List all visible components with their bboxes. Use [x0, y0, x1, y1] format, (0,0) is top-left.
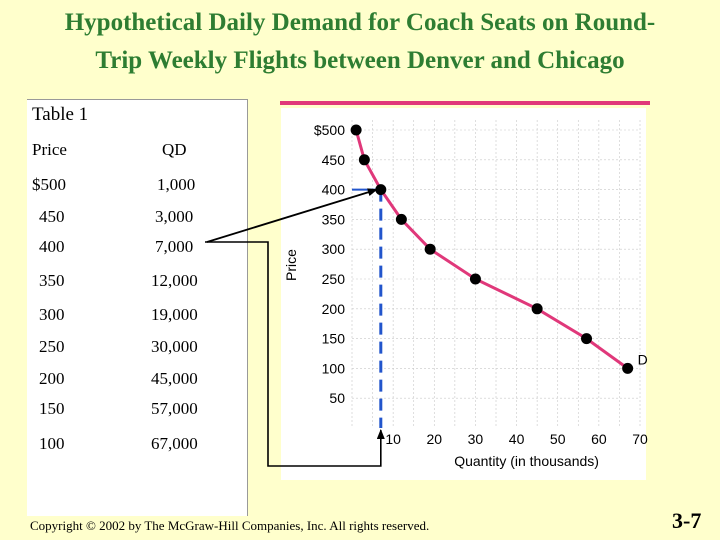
price-cell: 300	[39, 305, 65, 324]
y-tick-label: 150	[322, 331, 346, 347]
price-cell: 450	[39, 207, 65, 226]
data-point	[395, 213, 407, 225]
x-tick-label: 10	[385, 431, 401, 447]
price-arrow	[206, 188, 378, 243]
plot-area	[280, 101, 650, 480]
price-cell: 200	[39, 369, 65, 388]
y-tick-label: 100	[322, 360, 346, 376]
y-tick-label: 300	[322, 241, 346, 257]
axis-labels: $500 450 400 350 300 250 200 150 100 50 10 20 30 40 50…	[283, 122, 648, 469]
qd-cell: 57,000	[151, 399, 198, 418]
data-point	[424, 243, 436, 255]
plot-background	[281, 108, 646, 480]
table-caption: Table 1	[32, 104, 89, 125]
y-tick-label: 200	[322, 301, 346, 317]
data-point	[469, 273, 481, 285]
y-tick-label: 250	[322, 271, 346, 287]
x-tick-label: 60	[591, 431, 607, 447]
slide-number: 3-7	[672, 508, 702, 533]
x-tick-label: 40	[509, 431, 525, 447]
qd-cell: 67,000	[151, 434, 198, 453]
quantity-arrow	[205, 241, 385, 467]
qd-cell: 1,000	[157, 175, 196, 194]
y-axis-title: Price	[283, 249, 299, 281]
qd-cell: 3,000	[155, 207, 194, 226]
copyright-notice: Copyright © 2002 by The McGraw-Hill Comp…	[30, 518, 430, 533]
x-tick-label: 70	[632, 431, 648, 447]
data-point	[358, 154, 370, 166]
y-tick-label: 50	[329, 390, 345, 406]
demand-table: Table 1 Price QD $500 1,000 450 3,000 40…	[27, 99, 248, 516]
y-tick-label: 400	[322, 182, 346, 198]
x-tick-label: 30	[468, 431, 484, 447]
price-cell: 250	[39, 337, 65, 356]
x-axis-title: Quantity (in thousands)	[454, 453, 599, 469]
qd-cell: 12,000	[151, 271, 198, 290]
series-layer	[350, 124, 634, 374]
qd-cell: 7,000	[155, 237, 194, 256]
y-tick-label: 450	[322, 152, 346, 168]
price-cell: $500	[32, 175, 66, 194]
data-point	[375, 184, 387, 196]
data-point	[622, 362, 634, 374]
qd-column-header: QD	[162, 140, 187, 159]
qd-cell: 30,000	[151, 337, 198, 356]
qd-cell: 45,000	[151, 369, 198, 388]
qd-cell: 19,000	[151, 305, 198, 324]
data-point	[531, 303, 543, 315]
data-point	[581, 333, 593, 345]
data-point	[350, 124, 362, 136]
price-cell: 350	[39, 271, 65, 290]
x-tick-label: 20	[426, 431, 442, 447]
x-tick-label: 50	[550, 431, 566, 447]
annotation-layer	[205, 188, 385, 467]
y-tick-label: 350	[322, 211, 346, 227]
title-line-1: Hypothetical Daily Demand for Coach Seat…	[64, 9, 656, 36]
price-cell: 100	[39, 434, 65, 453]
series-label: D	[638, 351, 648, 367]
title-line-2: Trip Weekly Flights between Denver and C…	[95, 47, 625, 74]
slide-title: Hypothetical Daily Demand for Coach Seat…	[0, 4, 720, 80]
y-tick-label: $500	[314, 122, 345, 138]
price-cell: 150	[39, 399, 65, 418]
price-cell: 400	[39, 237, 65, 256]
price-column-header: Price	[32, 140, 67, 159]
